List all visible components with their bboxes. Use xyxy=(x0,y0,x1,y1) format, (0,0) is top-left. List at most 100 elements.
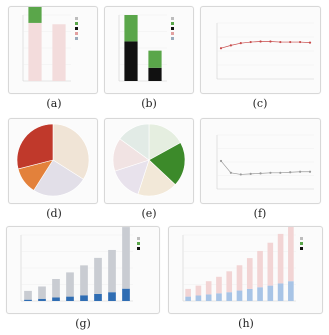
c-point xyxy=(239,42,242,45)
chart-panel-c xyxy=(200,6,321,94)
c-point xyxy=(299,40,302,44)
chart-panel-b xyxy=(104,6,194,94)
h-bar xyxy=(257,287,263,301)
c-point xyxy=(219,47,223,50)
caption-a: (a) xyxy=(46,97,62,110)
b-legend-swatch xyxy=(171,32,174,35)
c-series-line xyxy=(220,41,311,49)
g-bar xyxy=(66,272,74,297)
b-bar xyxy=(124,41,138,81)
c-point xyxy=(259,40,262,43)
f-point xyxy=(289,171,292,174)
h-bar xyxy=(288,281,294,301)
f-point xyxy=(229,171,232,174)
g-bar xyxy=(24,299,32,301)
a-legend-swatch xyxy=(75,32,78,35)
g-bar xyxy=(38,298,46,301)
g-bar xyxy=(66,296,74,301)
chart-c xyxy=(216,22,314,80)
d-pie-slice xyxy=(16,123,54,170)
e-pie-slice xyxy=(148,142,186,186)
caption-d: (d) xyxy=(46,207,62,220)
b-legend-swatch xyxy=(171,17,174,20)
b-bar xyxy=(148,67,162,81)
h-bar xyxy=(216,293,222,301)
g-bar xyxy=(108,292,116,301)
c-point xyxy=(249,40,252,44)
a-legend-swatch xyxy=(75,17,78,20)
g-bar xyxy=(94,293,102,301)
h-bar xyxy=(205,294,212,301)
h-bar xyxy=(205,281,212,295)
c-point xyxy=(269,40,272,43)
h-bar xyxy=(236,290,243,301)
h-bar xyxy=(246,288,253,301)
h-bar xyxy=(185,288,191,297)
caption-e: (e) xyxy=(141,207,157,220)
g-legend-swatch xyxy=(137,237,140,240)
f-point xyxy=(308,170,312,173)
h-legend-swatch xyxy=(300,237,303,240)
chart-f xyxy=(216,134,314,190)
h-bar xyxy=(236,265,243,291)
caption-b: (b) xyxy=(141,97,157,110)
c-point xyxy=(279,40,282,44)
b-legend-swatch xyxy=(171,37,174,40)
c-point xyxy=(229,44,232,47)
f-point xyxy=(249,172,252,175)
g-bar xyxy=(52,279,60,298)
h-bar xyxy=(195,295,202,301)
chart-panel-f xyxy=(200,118,321,204)
h-bar xyxy=(277,283,284,301)
h-legend-swatch xyxy=(300,242,303,245)
caption-c: (c) xyxy=(252,97,268,110)
g-bar xyxy=(122,288,130,301)
f-point xyxy=(239,173,242,176)
h-bar xyxy=(277,233,284,284)
h-bar xyxy=(288,227,294,282)
f-point xyxy=(269,171,272,174)
chart-panel-g xyxy=(6,226,160,314)
g-bar xyxy=(24,290,32,300)
c-point xyxy=(308,41,312,44)
chart-panel-e xyxy=(104,118,194,204)
chart-a xyxy=(22,7,78,82)
c-point xyxy=(289,40,292,44)
h-bar xyxy=(226,292,233,301)
caption-g: (g) xyxy=(75,317,91,330)
g-bar xyxy=(38,286,46,299)
g-bar xyxy=(108,249,116,293)
a-bar xyxy=(28,22,42,82)
chart-d xyxy=(16,123,90,197)
chart-panel-a xyxy=(8,6,98,94)
b-legend-swatch xyxy=(171,27,174,30)
chart-panel-d xyxy=(8,118,98,204)
chart-b xyxy=(118,14,174,82)
a-legend-swatch xyxy=(75,22,78,25)
a-bar xyxy=(28,7,42,23)
g-bar xyxy=(94,257,102,294)
g-bar xyxy=(80,265,88,296)
h-bar xyxy=(267,242,274,286)
g-legend-swatch xyxy=(137,247,140,250)
h-legend-swatch xyxy=(300,247,303,250)
b-bar xyxy=(148,50,162,68)
a-legend-swatch xyxy=(75,37,78,40)
chart-e xyxy=(112,123,186,197)
f-point xyxy=(259,172,262,175)
e-pie-slice xyxy=(137,159,176,197)
caption-h: (h) xyxy=(238,317,254,330)
h-bar xyxy=(195,285,202,296)
h-bar xyxy=(185,296,191,301)
h-bar xyxy=(216,276,222,294)
f-series-line xyxy=(220,160,310,175)
f-point xyxy=(279,171,282,174)
h-bar xyxy=(226,271,233,293)
g-bar xyxy=(52,297,60,301)
chart-h xyxy=(182,227,303,302)
h-bar xyxy=(267,285,274,301)
f-point xyxy=(299,170,302,173)
h-bar xyxy=(246,258,253,289)
f-point xyxy=(219,159,223,163)
g-bar xyxy=(122,227,130,289)
